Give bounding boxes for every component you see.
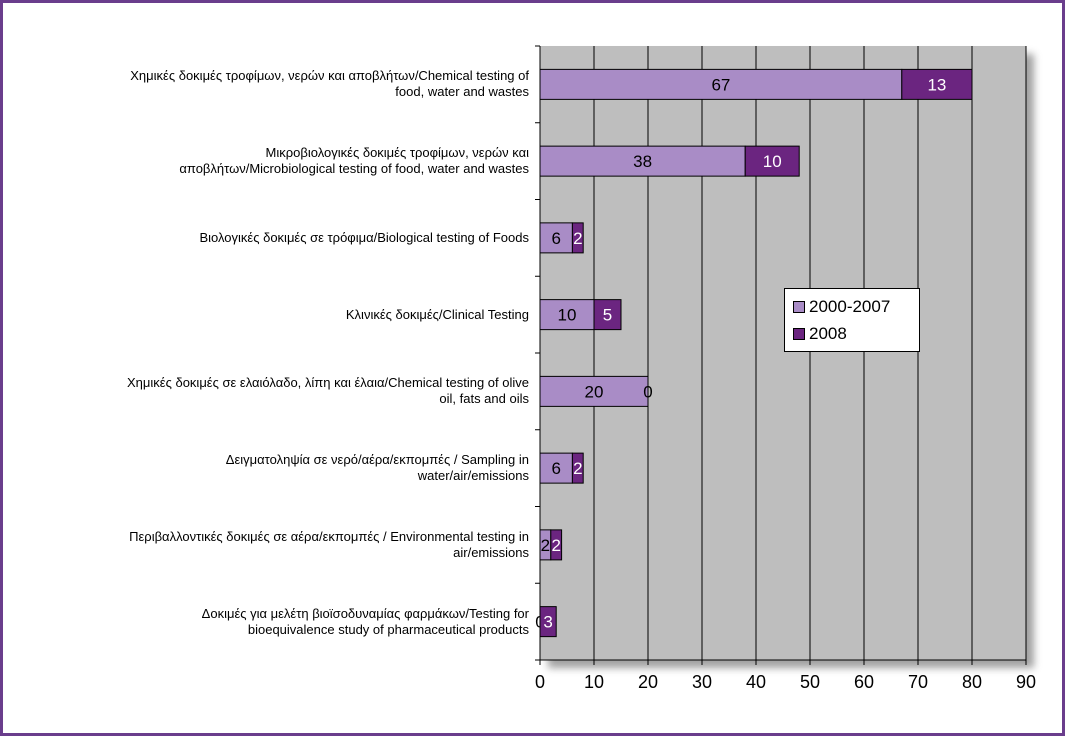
category-label-line: Χημικές δοκιμές σε ελαιόλαδο, λίπη και έ… [127, 375, 529, 391]
category-label-5: Δειγματοληψία σε νερό/αέρα/εκπομπές / Sa… [9, 452, 529, 484]
category-label-0: Χημικές δοκιμές τροφίμων, νερών και αποβ… [9, 68, 529, 100]
category-label-line: Δοκιμές για μελέτη βιοϊσοδυναμίας φαρμάκ… [201, 605, 529, 621]
data-label-2000-2007-1: 38 [633, 152, 652, 171]
bar-2008-6 [550, 529, 563, 561]
legend-label-2008: 2008 [809, 324, 847, 343]
x-tick-label-40: 40 [746, 672, 766, 692]
category-label-line: air/emissions [453, 544, 529, 560]
x-tick-label-50: 50 [800, 672, 820, 692]
bar-2000-2007-2 [539, 222, 573, 254]
chart-legend: 2000-2007 2008 [784, 288, 920, 352]
category-label-2: Βιολογικές δοκιμές σε τρόφιμα/Biological… [9, 230, 529, 246]
category-label-7: Δοκιμές για μελέτη βιοϊσοδυναμίας φαρμάκ… [9, 606, 529, 638]
data-label-2008-0: 13 [927, 75, 946, 94]
category-label-line: αποβλήτων/Microbiological testing of foo… [179, 161, 529, 177]
data-label-2000-2007-0: 67 [711, 75, 730, 94]
category-label-line: Μικροβιολογικές δοκιμές τροφίμων, νερών … [265, 145, 529, 161]
data-label-2000-2007-6: 2 [541, 536, 550, 555]
bar-2008-2 [571, 222, 584, 254]
x-tick-label-90: 90 [1016, 672, 1036, 692]
x-tick-label-80: 80 [962, 672, 982, 692]
category-label-line: Δειγματοληψία σε νερό/αέρα/εκπομπές / Sa… [225, 452, 529, 468]
x-tick-label-70: 70 [908, 672, 928, 692]
bar-2008-3 [593, 299, 622, 331]
legend-swatch-2008 [793, 328, 805, 340]
data-label-2008-3: 5 [603, 306, 612, 325]
bar-2000-2007-4 [539, 375, 649, 407]
data-label-2000-2007-5: 6 [551, 459, 560, 478]
data-label-2008-6: 2 [551, 536, 560, 555]
bar-2008-1 [744, 145, 800, 177]
bar-2008-0 [901, 68, 973, 100]
x-tick-label-20: 20 [638, 672, 658, 692]
legend-item-2008: 2008 [793, 322, 847, 346]
data-label-2000-2007-2: 6 [551, 229, 560, 248]
category-label-line: Περιβαλλοντικές δοκιμές σε αέρα/εκπομπές… [129, 528, 529, 544]
plot-area [540, 46, 1026, 660]
data-label-2008-5: 2 [573, 459, 582, 478]
category-label-4: Χημικές δοκιμές σε ελαιόλαδο, λίπη και έ… [9, 375, 529, 407]
x-tick-label-30: 30 [692, 672, 712, 692]
legend-label-2000-2007: 2000-2007 [809, 297, 891, 316]
bar-2000-2007-3 [539, 299, 595, 331]
category-label-line: food, water and wastes [395, 84, 529, 100]
legend-swatch-2000-2007 [793, 301, 805, 313]
x-tick-label-10: 10 [584, 672, 604, 692]
data-label-2008-1: 10 [763, 152, 782, 171]
x-tick-label-0: 0 [535, 672, 545, 692]
data-label-2008-4: 0 [643, 382, 652, 401]
data-label-2008-7: 3 [543, 613, 552, 632]
data-label-2000-2007-4: 20 [585, 382, 604, 401]
data-label-2000-2007-3: 10 [558, 306, 577, 325]
bar-2000-2007-0 [539, 68, 903, 100]
legend-item-2000-2007: 2000-2007 [793, 295, 890, 319]
category-label-line: oil, fats and oils [439, 391, 529, 407]
category-label-line: water/air/emissions [417, 468, 529, 484]
bar-2008-5 [571, 452, 584, 484]
category-label-line: Κλινικές δοκιμές/Clinical Testing [345, 306, 529, 322]
category-label-3: Κλινικές δοκιμές/Clinical Testing [9, 307, 529, 323]
bar-2000-2007-1 [539, 145, 746, 177]
bar-2000-2007-5 [539, 452, 573, 484]
x-tick-label-60: 60 [854, 672, 874, 692]
category-label-1: Μικροβιολογικές δοκιμές τροφίμων, νερών … [9, 145, 529, 177]
data-label-2008-2: 2 [573, 229, 582, 248]
category-label-line: Βιολογικές δοκιμές σε τρόφιμα/Biological… [199, 229, 529, 245]
bar-2008-7 [539, 606, 557, 638]
category-label-6: Περιβαλλοντικές δοκιμές σε αέρα/εκπομπές… [9, 529, 529, 561]
category-label-line: Χημικές δοκιμές τροφίμων, νερών και αποβ… [130, 68, 529, 84]
category-label-line: bioequivalence study of pharmaceutical p… [247, 621, 529, 637]
